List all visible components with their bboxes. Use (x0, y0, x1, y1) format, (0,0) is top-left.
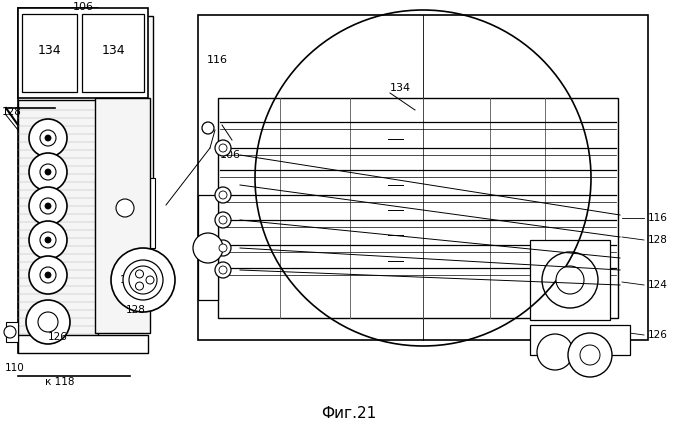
Circle shape (146, 276, 154, 284)
Text: 116: 116 (648, 213, 668, 223)
Text: 128: 128 (648, 235, 668, 245)
Text: 124: 124 (648, 280, 668, 290)
Text: 134: 134 (37, 44, 61, 56)
Circle shape (129, 266, 157, 294)
Circle shape (215, 212, 231, 228)
Circle shape (40, 198, 56, 214)
Text: 134: 134 (101, 44, 125, 56)
Circle shape (219, 266, 227, 274)
Text: 128: 128 (2, 107, 22, 117)
Circle shape (26, 300, 70, 344)
Circle shape (116, 199, 134, 217)
Bar (98, 16, 153, 261)
Text: 126: 126 (48, 332, 68, 342)
Circle shape (193, 233, 223, 263)
Text: 126: 126 (648, 330, 668, 340)
Text: 116: 116 (207, 55, 228, 65)
Bar (18, 335, 148, 353)
Circle shape (45, 272, 51, 278)
Circle shape (537, 334, 573, 370)
Text: 106: 106 (73, 2, 94, 12)
Circle shape (219, 216, 227, 224)
Circle shape (45, 203, 51, 209)
Bar (198, 15, 648, 340)
Circle shape (29, 221, 67, 259)
Circle shape (4, 326, 16, 338)
Bar (6, 322, 18, 342)
Circle shape (136, 282, 143, 290)
Circle shape (40, 164, 56, 180)
Circle shape (45, 135, 51, 141)
Text: 110: 110 (5, 363, 24, 373)
Circle shape (215, 262, 231, 278)
Bar (530, 325, 630, 355)
Text: 124: 124 (120, 275, 140, 285)
Bar (18, 8, 148, 98)
Circle shape (219, 244, 227, 252)
Circle shape (29, 187, 67, 225)
Text: 106: 106 (220, 150, 241, 160)
Circle shape (215, 240, 231, 256)
Circle shape (38, 312, 58, 332)
Circle shape (40, 232, 56, 248)
Circle shape (542, 252, 598, 308)
Bar (18, 100, 98, 340)
Bar (218, 98, 618, 318)
Circle shape (45, 237, 51, 243)
Circle shape (215, 187, 231, 203)
Circle shape (45, 169, 51, 175)
Text: 134: 134 (390, 83, 411, 93)
Circle shape (123, 260, 163, 300)
Text: 128: 128 (126, 305, 146, 315)
Text: Фиг.21: Фиг.21 (322, 405, 377, 421)
Circle shape (215, 140, 231, 156)
Bar (198, 195, 218, 300)
Text: к 118: к 118 (45, 377, 75, 387)
Circle shape (29, 119, 67, 157)
Bar (95, 98, 150, 333)
Circle shape (111, 248, 175, 312)
Circle shape (556, 266, 584, 294)
Circle shape (219, 191, 227, 199)
Circle shape (29, 256, 67, 294)
Circle shape (40, 267, 56, 283)
Bar (82, 14, 144, 92)
Circle shape (40, 130, 56, 146)
Bar (22, 14, 77, 92)
Circle shape (29, 153, 67, 191)
Bar (18, 8, 98, 353)
Circle shape (202, 122, 214, 134)
Circle shape (580, 345, 600, 365)
Bar (530, 240, 610, 320)
Circle shape (219, 144, 227, 152)
Circle shape (568, 333, 612, 377)
Bar (95, 178, 155, 248)
Circle shape (136, 270, 143, 278)
